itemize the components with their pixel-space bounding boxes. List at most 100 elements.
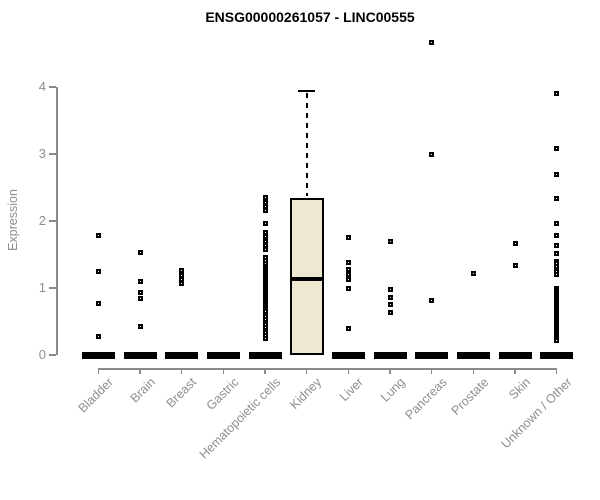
y-tick-label: 2 bbox=[38, 213, 46, 228]
y-tick-label: 0 bbox=[38, 347, 46, 362]
outlier-point bbox=[554, 145, 560, 151]
outlier-point bbox=[470, 271, 476, 277]
box-median bbox=[289, 277, 324, 282]
outlier-point bbox=[554, 90, 560, 96]
zero-bar bbox=[331, 351, 365, 359]
x-tick bbox=[305, 368, 308, 374]
x-tick bbox=[389, 368, 391, 374]
y-tick bbox=[49, 220, 56, 222]
outlier-point bbox=[137, 250, 143, 255]
outlier-point bbox=[345, 285, 351, 291]
outlier-point bbox=[262, 246, 268, 252]
outlier-point bbox=[95, 232, 101, 238]
x-tick-label: Liver bbox=[337, 375, 367, 405]
outlier-point bbox=[345, 235, 351, 241]
x-tick-label: Unknown / Other bbox=[498, 375, 575, 452]
zero-bar bbox=[165, 351, 199, 359]
x-tick-label: Breast bbox=[164, 375, 200, 411]
x-tick bbox=[264, 368, 266, 374]
outlier-point bbox=[179, 280, 185, 286]
zero-bar bbox=[206, 351, 240, 359]
x-tick bbox=[222, 368, 225, 374]
outlier-point bbox=[512, 263, 518, 269]
outlier-point bbox=[95, 300, 101, 306]
outlier-point bbox=[387, 286, 393, 292]
outlier-point bbox=[137, 278, 143, 284]
outlier-point bbox=[137, 324, 143, 330]
outlier-point bbox=[429, 40, 435, 46]
y-tick-label: 4 bbox=[38, 79, 46, 94]
y-tick bbox=[49, 153, 56, 155]
y-tick-label: 1 bbox=[38, 280, 46, 295]
x-tick bbox=[430, 368, 433, 374]
outlier-point bbox=[387, 310, 393, 316]
x-tick bbox=[347, 368, 350, 374]
outlier-point bbox=[137, 296, 143, 302]
outlier-point bbox=[554, 221, 560, 227]
outlier-point bbox=[262, 335, 268, 341]
y-tick bbox=[49, 86, 56, 88]
outlier-point bbox=[345, 260, 351, 265]
outlier-point bbox=[429, 298, 435, 304]
x-tick-label: Kidney bbox=[287, 375, 325, 412]
x-tick bbox=[555, 368, 558, 374]
outlier-point bbox=[554, 171, 560, 177]
x-tick bbox=[514, 368, 516, 374]
chart-title: ENSG00000261057 - LINC00555 bbox=[205, 9, 415, 25]
outlier-point bbox=[262, 207, 268, 213]
whisker-cap bbox=[298, 90, 316, 92]
outlier-point bbox=[345, 326, 351, 332]
x-tick-label: Pancreas bbox=[402, 375, 450, 423]
y-tick bbox=[49, 287, 56, 289]
whisker bbox=[305, 93, 308, 197]
outlier-point bbox=[554, 242, 560, 248]
outlier-point bbox=[262, 233, 268, 239]
x-axis-line bbox=[98, 368, 557, 370]
outlier-point bbox=[554, 337, 560, 343]
outlier-point bbox=[387, 238, 393, 244]
x-tick bbox=[139, 368, 141, 374]
outlier-point bbox=[429, 151, 435, 157]
zero-bar bbox=[123, 351, 157, 359]
x-tick-label: Prostate bbox=[448, 375, 492, 418]
outlier-point bbox=[345, 272, 351, 278]
zero-bar bbox=[498, 351, 532, 359]
x-tick bbox=[180, 368, 183, 374]
y-tick bbox=[49, 354, 56, 356]
zero-bar bbox=[248, 351, 282, 359]
zero-bar bbox=[415, 351, 449, 359]
outlier-point bbox=[179, 268, 185, 274]
x-tick-label: Brain bbox=[127, 375, 158, 406]
outlier-point bbox=[554, 233, 560, 239]
zero-bar bbox=[456, 351, 490, 359]
outlier-point bbox=[512, 240, 518, 246]
outlier-point bbox=[262, 221, 268, 227]
outlier-point bbox=[554, 272, 560, 278]
outlier-point bbox=[95, 268, 101, 274]
x-tick-label: Skin bbox=[505, 375, 533, 403]
outlier-point bbox=[554, 250, 560, 256]
x-tick bbox=[97, 368, 99, 374]
outlier-point bbox=[387, 294, 393, 300]
x-tick-label: Lung bbox=[378, 375, 408, 405]
outlier-point bbox=[554, 195, 560, 201]
zero-bar bbox=[373, 351, 407, 359]
outlier-point bbox=[262, 195, 268, 200]
outlier-point bbox=[387, 301, 393, 307]
y-tick-label: 3 bbox=[38, 146, 46, 161]
x-tick-label: Hematopoietic cells bbox=[196, 375, 283, 462]
x-tick-label: Bladder bbox=[75, 375, 117, 416]
outlier-point bbox=[345, 266, 351, 272]
outlier-point bbox=[345, 276, 351, 282]
zero-bar bbox=[81, 351, 115, 359]
outlier-point bbox=[262, 199, 268, 205]
x-tick bbox=[472, 368, 475, 374]
zero-bar bbox=[540, 351, 574, 359]
box bbox=[289, 198, 324, 355]
outlier-point bbox=[95, 333, 101, 339]
x-tick-label: Gastric bbox=[203, 375, 242, 413]
y-axis-line bbox=[56, 87, 58, 355]
outlier-point bbox=[137, 290, 143, 296]
